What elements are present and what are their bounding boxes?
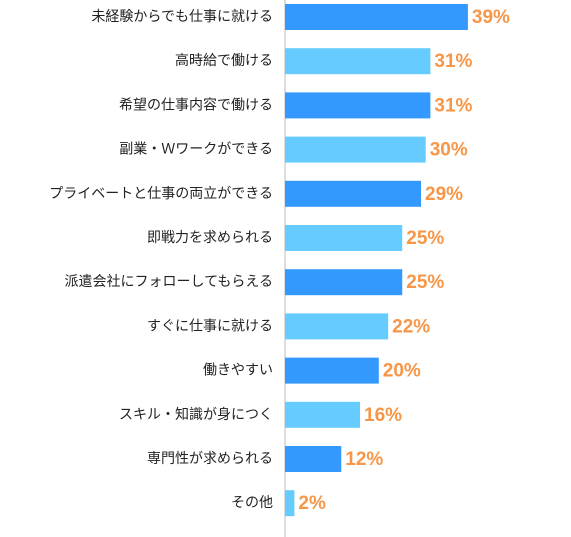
bar	[285, 92, 431, 119]
value-label: 29%	[425, 184, 463, 205]
value-label: 2%	[298, 493, 326, 514]
bar	[285, 401, 361, 428]
value-label: 22%	[392, 316, 430, 337]
bar	[285, 4, 468, 30]
bar	[285, 180, 422, 207]
category-label: スキル・知識が身につく	[119, 406, 273, 423]
value-label: 31%	[434, 51, 472, 72]
bar	[285, 446, 342, 472]
bar	[285, 357, 379, 384]
category-label: その他	[231, 495, 273, 511]
value-label: 25%	[406, 272, 444, 293]
value-label: 39%	[472, 7, 510, 28]
bar	[285, 136, 426, 163]
value-label: 12%	[345, 449, 383, 470]
category-label: 働きやすい	[203, 363, 273, 379]
category-label: 派遣会社にフォローしてもらえる	[65, 274, 273, 290]
value-label: 16%	[364, 405, 402, 426]
category-label: 希望の仕事内容で働ける	[119, 96, 273, 113]
value-label: 31%	[434, 95, 472, 116]
category-label: 副業・Ｗワークができる	[119, 142, 273, 158]
category-label: すぐに仕事に就ける	[147, 318, 273, 334]
bar	[285, 269, 403, 296]
category-label: 高時給で働ける	[175, 52, 273, 69]
bar	[285, 490, 295, 517]
value-label: 25%	[406, 228, 444, 249]
category-label: 未経験からでも仕事に就ける	[91, 9, 273, 25]
bar	[285, 313, 389, 340]
value-label: 30%	[430, 140, 468, 161]
value-label: 20%	[383, 361, 421, 382]
category-label: 専門性が求められる	[147, 451, 273, 467]
bar	[285, 225, 403, 251]
category-label: プライベートと仕事の両立ができる	[49, 186, 273, 202]
bar	[285, 48, 431, 75]
category-label: 即戦力を求められる	[147, 230, 273, 246]
